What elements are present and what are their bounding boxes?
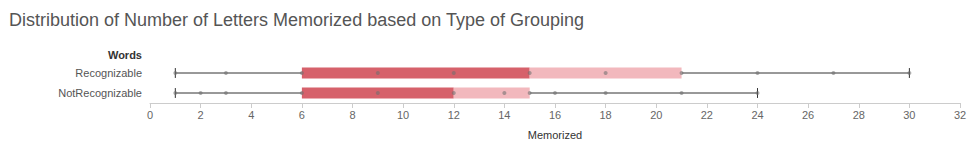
svg-text:4: 4 [248, 109, 254, 121]
svg-text:8: 8 [349, 109, 355, 121]
svg-text:14: 14 [498, 109, 510, 121]
svg-text:Memorized: Memorized [528, 129, 582, 141]
svg-text:32: 32 [954, 109, 966, 121]
svg-text:16: 16 [549, 109, 561, 121]
svg-text:26: 26 [802, 109, 814, 121]
svg-text:22: 22 [701, 109, 713, 121]
svg-text:12: 12 [448, 109, 460, 121]
svg-text:Recognizable: Recognizable [75, 67, 142, 79]
svg-text:Words: Words [108, 49, 142, 61]
svg-text:NotRecognizable: NotRecognizable [58, 87, 142, 99]
svg-text:2: 2 [198, 109, 204, 121]
svg-text:Distribution of Number of Lett: Distribution of Number of Letters Memori… [9, 10, 584, 30]
svg-text:20: 20 [650, 109, 662, 121]
svg-text:24: 24 [751, 109, 763, 121]
svg-text:30: 30 [903, 109, 915, 121]
svg-text:6: 6 [299, 109, 305, 121]
svg-text:18: 18 [600, 109, 612, 121]
svg-text:10: 10 [397, 109, 409, 121]
svg-text:0: 0 [147, 109, 153, 121]
svg-text:28: 28 [853, 109, 865, 121]
